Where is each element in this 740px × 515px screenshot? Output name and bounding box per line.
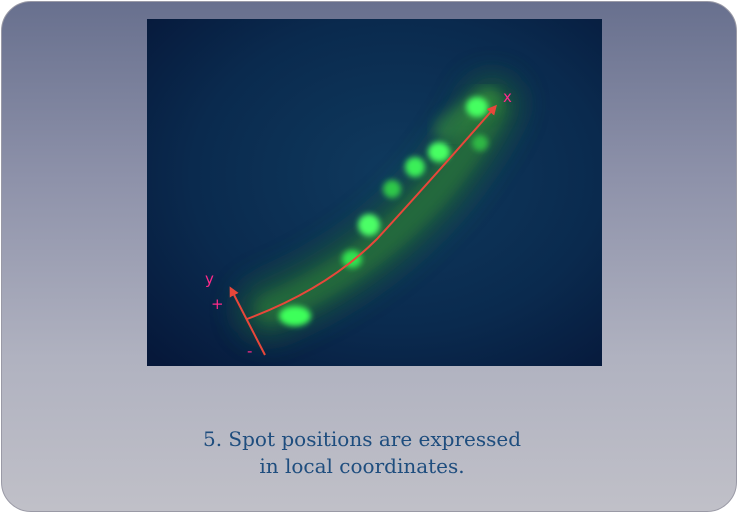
micrograph-background (147, 19, 602, 366)
fluorescent-spots (279, 97, 488, 326)
x-axis-label: x (503, 88, 512, 106)
caption-line-1: 5. Spot positions are expressed (202, 427, 522, 451)
caption: 5. Spot positions are expressed in local… (2, 426, 722, 480)
spot (279, 306, 311, 326)
spot (383, 180, 401, 198)
spot (342, 250, 362, 268)
plus-label: + (211, 295, 224, 313)
spot (428, 142, 450, 162)
spot (472, 135, 488, 151)
spot (405, 157, 425, 177)
spot (466, 97, 488, 117)
y-axis-label: y (205, 270, 214, 288)
x-axis-arrow (246, 104, 497, 320)
minus-label: - (247, 342, 252, 360)
micrograph-image: x y + - (147, 19, 602, 366)
spot (358, 214, 380, 236)
caption-line-2: in local coordinates. (259, 454, 465, 478)
y-axis-arrow (229, 286, 266, 356)
